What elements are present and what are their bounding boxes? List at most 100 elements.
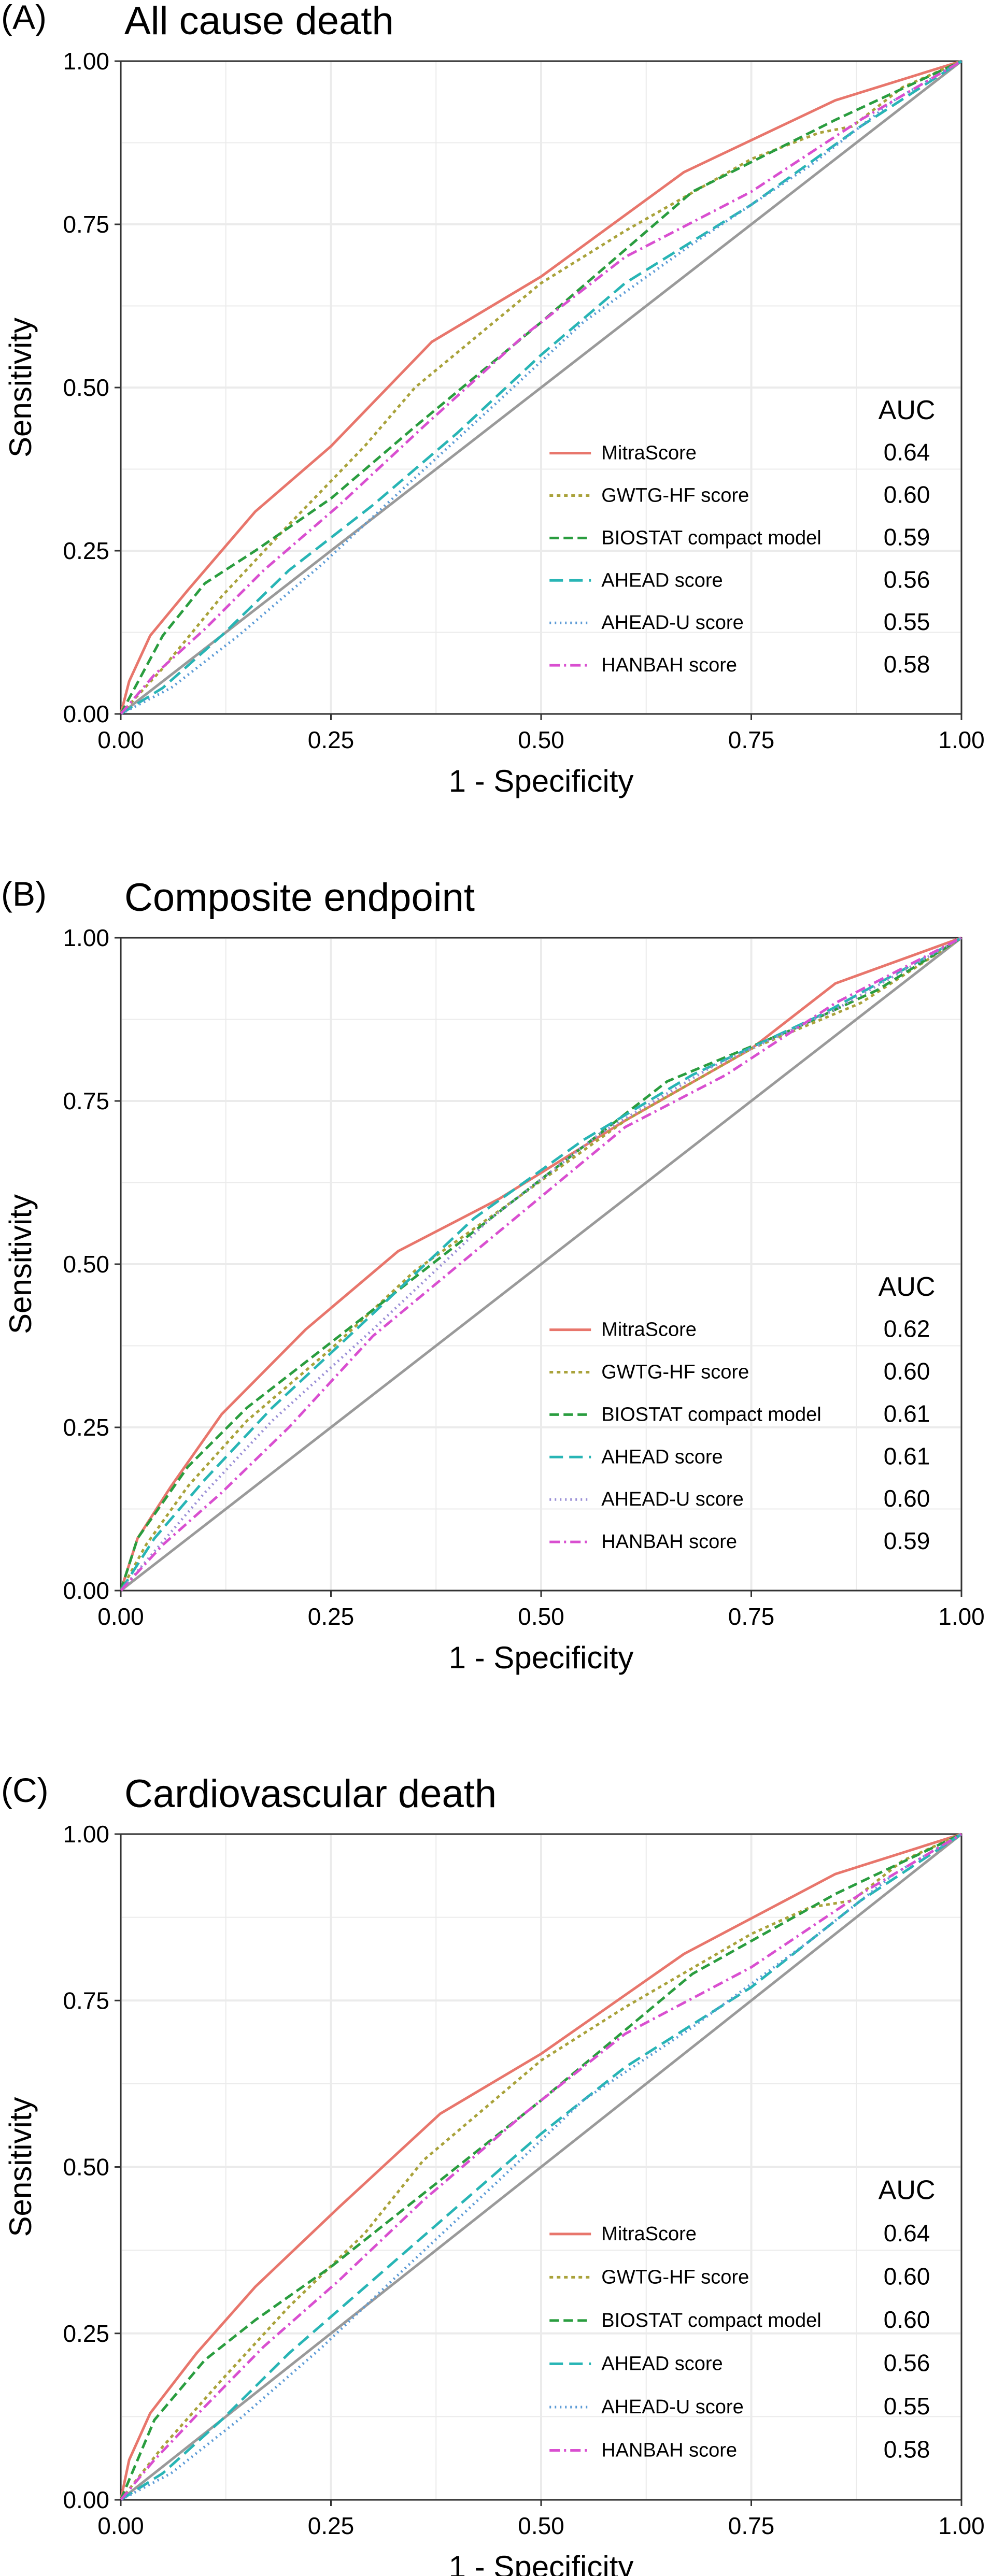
legend-label: HANBAH score [601,1531,737,1553]
legend-auc-value: 0.58 [884,651,930,678]
chart-title: Cardiovascular death [124,1772,497,1816]
roc-curve-ahead-u-score [120,60,962,715]
roc-panel-0: (A) All cause death 0.000.00 0.25 0.25 0.50 0.… [1,0,985,798]
roc-curve-mitrascore [119,60,962,714]
roc-curve-gwtg-hf-score [120,60,962,715]
legend-auc-value: 0.62 [884,1315,930,1342]
legend-header: AUC [879,1272,936,1302]
legend-label: MitraScore [601,442,697,464]
x-tick-label: 0.00 [97,726,144,753]
y-tick-label: 0.50 [63,2154,109,2181]
legend-auc-value: 0.64 [884,439,930,466]
legend-auc-value: 0.56 [884,566,930,593]
legend-auc-value: 0.60 [884,2306,930,2333]
x-tick-label: 1.00 [938,726,985,753]
legend-label: GWTG-HF score [601,2266,749,2288]
legend-label: AHEAD score [601,1446,723,1468]
y-axis-title: Sensitivity [3,318,38,457]
x-tick-label: 0.00 [97,1603,144,1630]
y-tick-label: 0.50 [63,1251,109,1278]
x-tick-label: 0.50 [518,2512,564,2539]
legend-header: AUC [879,2176,936,2206]
x-tick-label: 1.00 [938,1603,985,1630]
x-tick-label: 0.75 [728,726,775,753]
y-tick-label: 0.75 [63,211,109,238]
legend-auc-value: 0.61 [884,1442,930,1469]
y-tick-label: 0.75 [63,1087,109,1114]
legend-label: AHEAD-U score [601,2396,744,2418]
legend-label: BIOSTAT compact model [601,2310,821,2331]
roc-curve-gwtg-hf-score [120,1833,962,2501]
x-tick-label: 0.25 [308,1603,355,1630]
roc-curve-mitrascore [119,936,962,1591]
reference-diagonal [120,1833,962,2501]
y-axis-title: Sensitivity [3,1194,38,1334]
legend-label: MitraScore [601,2223,697,2245]
reference-diagonal [120,937,962,1592]
legend-label: AHEAD-U score [601,612,744,634]
y-tick-label: 0.00 [63,1577,109,1604]
roc-panel-2: (C) Cardiovascular death 0.000.00 0.25 0.25 0… [1,1771,985,2576]
x-axis-title: 1 - Specificity [449,2550,634,2576]
x-tick-label: 0.50 [518,726,564,753]
roc-curve-biostat-compact-model [119,1833,962,2500]
roc-curve-biostat-compact-model [119,936,962,1591]
y-tick-label: 0.00 [63,700,109,727]
legend-label: BIOSTAT compact model [601,527,821,549]
legend-auc-value: 0.59 [884,1527,930,1554]
legend-auc-value: 0.58 [884,2436,930,2463]
roc-curve-ahead-score [120,60,962,715]
legend-auc-value: 0.60 [884,481,930,508]
y-axis-title: Sensitivity [3,2097,38,2237]
y-tick-label: 1.00 [63,1821,109,1848]
chart-title: All cause death [124,0,394,43]
y-tick-label: 0.25 [63,537,109,564]
roc-curve-ahead-score [119,936,962,1592]
legend-auc-value: 0.64 [884,2220,930,2246]
legend-label: GWTG-HF score [601,485,749,507]
x-tick-label: 0.50 [518,1603,564,1630]
legend-auc-value: 0.61 [884,1400,930,1427]
panel-label: (B) [1,875,47,913]
panel-label: (A) [1,0,47,36]
roc-panel-1: (B) Composite endpoint 0.000.00 0.25 0.25 0.5… [1,875,985,1675]
legend: AUC MitraScore 0.64 GWTG-HF score 0.60 BIOSTA… [549,395,935,678]
roc-curve-ahead-u-score [120,1833,962,2501]
legend-label: MitraScore [601,1319,697,1341]
y-tick-label: 1.00 [63,924,109,951]
roc-curve-biostat-compact-model [119,60,962,715]
y-tick-label: 0.25 [63,1414,109,1441]
legend: AUC MitraScore 0.64 GWTG-HF score 0.60 BIOSTA… [549,2176,935,2463]
legend-header: AUC [879,395,936,425]
x-tick-label: 0.25 [308,726,355,753]
panel-label: (C) [1,1771,49,1809]
y-tick-label: 0.00 [63,2486,109,2513]
legend-label: GWTG-HF score [601,1362,749,1383]
x-tick-label: 0.00 [97,2512,144,2539]
x-tick-label: 0.25 [308,2512,355,2539]
roc-curve-hanbah-score [120,936,962,1592]
x-tick-label: 1.00 [938,2512,985,2539]
roc-curve-ahead-u-score [120,936,962,1592]
legend: AUC MitraScore 0.62 GWTG-HF score 0.60 BIOSTA… [549,1272,935,1554]
y-tick-label: 0.25 [63,2320,109,2347]
legend-label: HANBAH score [601,654,737,676]
legend-label: AHEAD score [601,2353,723,2374]
roc-curve-hanbah-score [120,1833,962,2501]
legend-auc-value: 0.55 [884,2393,930,2420]
legend-label: AHEAD-U score [601,1489,744,1510]
legend-label: AHEAD score [601,569,723,591]
x-tick-label: 0.75 [728,2512,775,2539]
x-axis-title: 1 - Specificity [449,1640,634,1675]
legend-label: HANBAH score [601,2439,737,2461]
legend-auc-value: 0.56 [884,2349,930,2376]
roc-curve-mitrascore [119,1833,962,2500]
y-tick-label: 0.75 [63,1987,109,2014]
legend-label: BIOSTAT compact model [601,1404,821,1425]
legend-auc-value: 0.55 [884,608,930,635]
legend-auc-value: 0.60 [884,1485,930,1512]
chart-title: Composite endpoint [124,876,475,920]
legend-auc-value: 0.60 [884,2263,930,2289]
roc-curve-ahead-score [120,1833,962,2501]
